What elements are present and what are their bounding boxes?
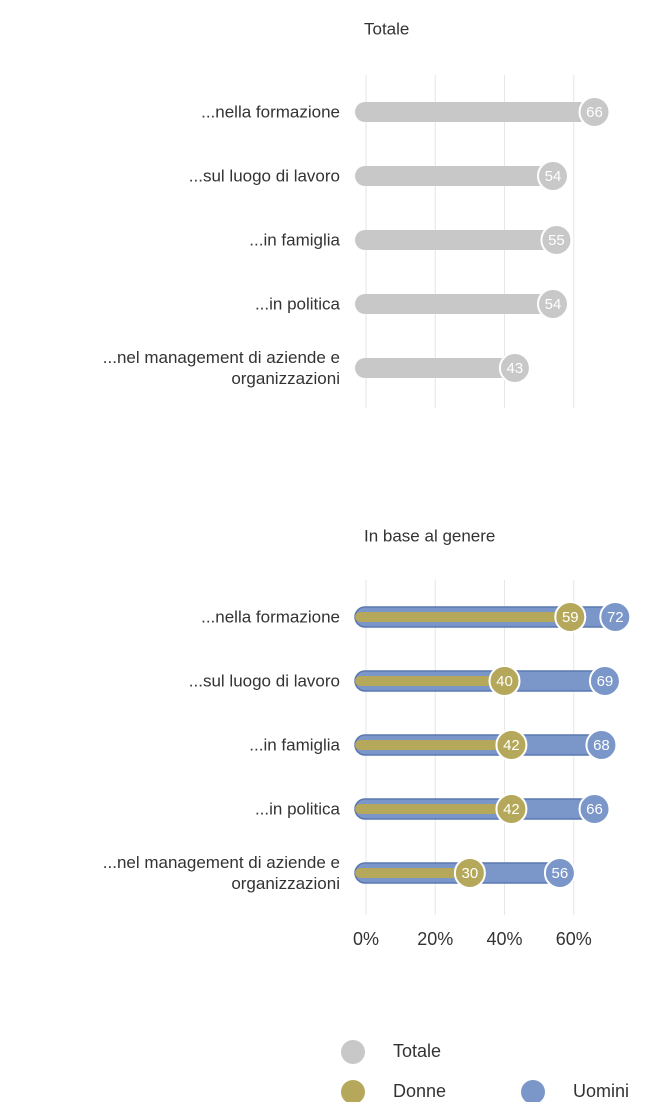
legend-swatch xyxy=(341,1080,365,1102)
category-label: ...in politica xyxy=(254,294,340,314)
value-label: 42 xyxy=(503,801,520,818)
bar xyxy=(355,676,505,686)
x-tick-label: 0% xyxy=(353,929,379,949)
legend-swatch xyxy=(341,1040,365,1064)
bar xyxy=(355,358,515,378)
value-label: 42 xyxy=(503,737,520,754)
legend-label: Donne xyxy=(393,1081,446,1101)
bar xyxy=(355,102,595,122)
category-label: ...sul luogo di lavoro xyxy=(188,671,340,691)
value-dot xyxy=(599,601,632,633)
value-label: 40 xyxy=(496,673,513,690)
bar xyxy=(355,612,571,622)
bar xyxy=(355,804,512,814)
value-dot xyxy=(488,665,521,697)
x-tick-label: 20% xyxy=(417,929,453,949)
bar xyxy=(355,868,470,878)
value-label: 55 xyxy=(548,232,565,249)
value-label: 72 xyxy=(607,609,624,626)
chart-title: Totale xyxy=(364,19,409,38)
bar xyxy=(355,230,557,250)
legend-label: Totale xyxy=(393,1041,441,1061)
value-dot xyxy=(585,729,618,761)
value-dot xyxy=(536,160,569,192)
value-dot xyxy=(495,729,528,761)
category-label: ...in famiglia xyxy=(249,735,340,755)
category-label: ...nella formazione xyxy=(201,607,340,627)
category-label: ...nel management di aziende e organizza… xyxy=(102,348,340,388)
x-tick-label: 40% xyxy=(486,929,522,949)
value-dot xyxy=(498,352,531,384)
category-label: ...nel management di aziende e organizza… xyxy=(102,853,340,893)
value-label: 68 xyxy=(593,737,610,754)
legend-label: Uomini xyxy=(573,1081,629,1101)
x-tick-label: 60% xyxy=(556,929,592,949)
value-dot xyxy=(578,793,611,825)
value-dot xyxy=(588,665,621,697)
value-label: 56 xyxy=(552,865,569,882)
category-label: ...in famiglia xyxy=(249,230,340,250)
value-label: 54 xyxy=(545,168,562,185)
value-label: 69 xyxy=(597,673,614,690)
bar xyxy=(355,166,553,186)
value-dot xyxy=(578,96,611,128)
value-dot xyxy=(495,793,528,825)
value-label: 54 xyxy=(545,296,562,313)
value-label: 59 xyxy=(562,609,579,626)
value-dot xyxy=(536,288,569,320)
bar xyxy=(355,294,553,314)
bar xyxy=(355,740,512,750)
legend-swatch xyxy=(521,1080,545,1102)
value-label: 66 xyxy=(586,801,603,818)
value-dot xyxy=(453,857,486,889)
value-label: 66 xyxy=(586,104,603,121)
value-label: 43 xyxy=(507,360,524,377)
value-label: 30 xyxy=(462,865,479,882)
category-label: ...in politica xyxy=(254,799,340,819)
category-label: ...nella formazione xyxy=(201,102,340,122)
category-label: ...sul luogo di lavoro xyxy=(188,166,340,186)
value-dot xyxy=(554,601,587,633)
value-dot xyxy=(543,857,576,889)
value-dot xyxy=(540,224,573,256)
chart-title: In base al genere xyxy=(364,526,495,545)
